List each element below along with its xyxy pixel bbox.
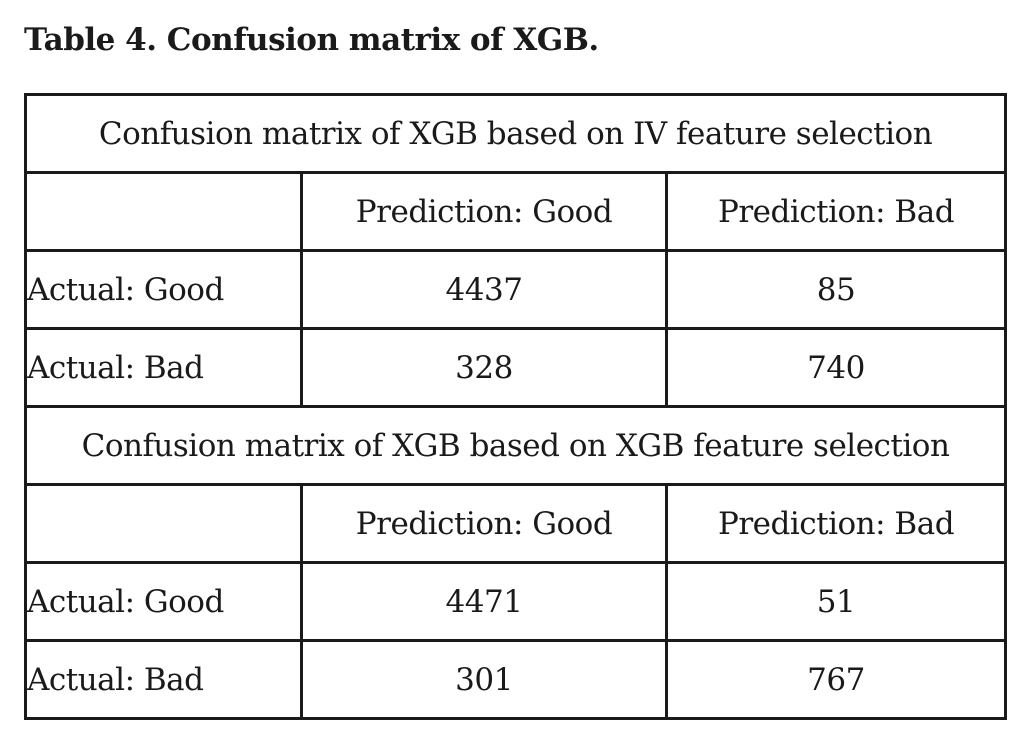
column-header-prediction-good: Prediction: Good	[300, 171, 668, 252]
confusion-matrix-table: Confusion matrix of XGB based on IV feat…	[23, 93, 1008, 720]
column-header-row: Prediction: Good Prediction: Bad	[24, 483, 1008, 564]
value-cell: 767	[664, 639, 1008, 720]
value-cell: 51	[664, 561, 1008, 642]
section-title: Confusion matrix of XGB based on IV feat…	[23, 93, 1008, 174]
row-header-actual-bad: Actual: Bad	[24, 327, 303, 408]
column-header-prediction-bad: Prediction: Bad	[664, 171, 1008, 252]
value-cell: 328	[300, 327, 668, 408]
row-header-actual-good: Actual: Good	[24, 561, 303, 642]
table-row: Actual: Good 4471 51	[24, 561, 1008, 642]
section-header-row: Confusion matrix of XGB based on IV feat…	[23, 93, 1008, 174]
value-cell: 740	[664, 327, 1008, 408]
section-header-row: Confusion matrix of XGB based on XGB fea…	[23, 405, 1008, 486]
row-header-actual-bad: Actual: Bad	[24, 639, 303, 720]
table-caption: Table 4. Confusion matrix of XGB.	[24, 22, 599, 58]
empty-corner-cell	[24, 483, 303, 564]
value-cell: 4471	[300, 561, 668, 642]
value-cell: 301	[300, 639, 668, 720]
column-header-prediction-bad: Prediction: Bad	[664, 483, 1008, 564]
table-row: Actual: Bad 301 767	[24, 639, 1008, 720]
column-header-row: Prediction: Good Prediction: Bad	[24, 171, 1008, 252]
value-cell: 85	[664, 249, 1008, 330]
row-header-actual-good: Actual: Good	[24, 249, 303, 330]
table-row: Actual: Good 4437 85	[24, 249, 1008, 330]
empty-corner-cell	[24, 171, 303, 252]
table-row: Actual: Bad 328 740	[24, 327, 1008, 408]
column-header-prediction-good: Prediction: Good	[300, 483, 668, 564]
section-title: Confusion matrix of XGB based on XGB fea…	[23, 405, 1008, 486]
value-cell: 4437	[300, 249, 668, 330]
